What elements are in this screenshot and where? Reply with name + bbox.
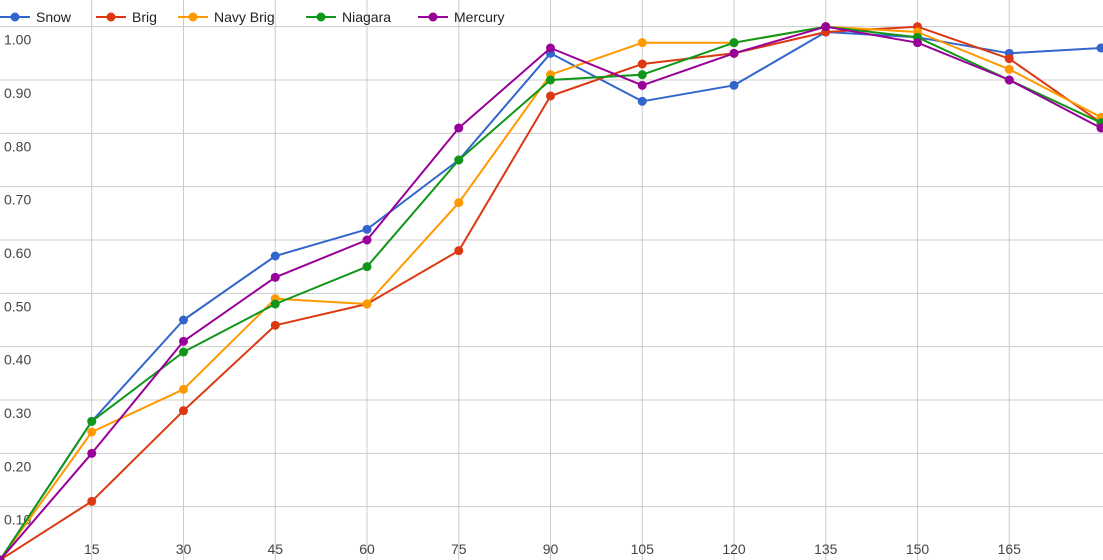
x-tick-label: 45 bbox=[267, 541, 283, 557]
data-point[interactable] bbox=[362, 235, 372, 245]
data-point[interactable] bbox=[637, 80, 647, 90]
legend-label: Mercury bbox=[454, 9, 505, 25]
data-point[interactable] bbox=[546, 43, 555, 53]
legend-label: Brig bbox=[132, 9, 157, 25]
data-point[interactable] bbox=[1096, 123, 1103, 133]
legend-swatch-dot bbox=[316, 12, 326, 22]
legend-label: Snow bbox=[36, 9, 72, 25]
legend-swatch-dot bbox=[428, 12, 438, 22]
legend-label: Navy Brig bbox=[214, 9, 275, 25]
data-point[interactable] bbox=[454, 246, 464, 256]
legend-item[interactable]: Niagara bbox=[306, 9, 391, 25]
data-point[interactable] bbox=[270, 251, 280, 261]
y-tick-label: 0.80 bbox=[4, 138, 31, 154]
y-tick-label: 0.50 bbox=[4, 298, 31, 314]
data-point[interactable] bbox=[87, 416, 97, 426]
data-point[interactable] bbox=[913, 38, 922, 48]
x-tick-label: 90 bbox=[543, 541, 559, 557]
legend-label: Niagara bbox=[342, 9, 391, 25]
y-tick-label: 1.00 bbox=[4, 32, 31, 48]
y-tick-label: 0.90 bbox=[4, 85, 31, 101]
series-niagara bbox=[0, 22, 1103, 560]
data-point[interactable] bbox=[637, 59, 647, 69]
data-point[interactable] bbox=[1096, 43, 1103, 53]
data-point[interactable] bbox=[546, 91, 555, 101]
data-point[interactable] bbox=[454, 155, 464, 165]
x-tick-label: 135 bbox=[814, 541, 838, 557]
legend-swatch-dot bbox=[10, 12, 20, 22]
series-brig bbox=[0, 22, 1103, 560]
data-point[interactable] bbox=[87, 496, 97, 506]
y-axis-tick-labels: 0.100.200.300.400.500.600.700.800.901.00 bbox=[4, 32, 31, 528]
data-point[interactable] bbox=[637, 38, 647, 48]
x-tick-label: 150 bbox=[906, 541, 930, 557]
data-point[interactable] bbox=[362, 299, 372, 309]
y-tick-label: 0.30 bbox=[4, 405, 31, 421]
data-point[interactable] bbox=[1004, 54, 1014, 64]
series-layer bbox=[0, 22, 1103, 560]
x-tick-label: 75 bbox=[451, 541, 467, 557]
x-axis-tick-labels: 15 30 45 60 75 90 105 120 135 150 165 bbox=[84, 541, 1021, 557]
data-point[interactable] bbox=[454, 198, 464, 208]
data-point[interactable] bbox=[179, 347, 188, 357]
data-point[interactable] bbox=[1004, 64, 1014, 74]
data-point[interactable] bbox=[729, 80, 739, 90]
x-tick-label: 15 bbox=[84, 541, 100, 557]
data-point[interactable] bbox=[546, 75, 555, 85]
data-point[interactable] bbox=[179, 406, 188, 416]
data-point[interactable] bbox=[0, 555, 5, 560]
data-point[interactable] bbox=[637, 70, 647, 80]
data-point[interactable] bbox=[179, 315, 188, 325]
x-tick-label: 60 bbox=[359, 541, 375, 557]
legend-item[interactable]: Brig bbox=[96, 9, 157, 25]
series-navy-brig bbox=[0, 22, 1103, 560]
legend-item[interactable]: Snow bbox=[0, 9, 72, 25]
data-point[interactable] bbox=[87, 427, 97, 437]
series-mercury bbox=[0, 22, 1103, 560]
y-tick-label: 0.60 bbox=[4, 245, 31, 261]
x-tick-label: 105 bbox=[631, 541, 655, 557]
data-point[interactable] bbox=[270, 320, 280, 330]
legend[interactable]: Snow Brig Navy Brig Niagara Mercury bbox=[0, 9, 505, 25]
data-point[interactable] bbox=[729, 38, 739, 48]
legend-item[interactable]: Mercury bbox=[418, 9, 505, 25]
x-tick-label: 165 bbox=[998, 541, 1022, 557]
legend-item[interactable]: Navy Brig bbox=[178, 9, 275, 25]
x-tick-label: 30 bbox=[176, 541, 192, 557]
legend-swatch-dot bbox=[188, 12, 198, 22]
data-point[interactable] bbox=[179, 336, 188, 346]
y-tick-label: 0.70 bbox=[4, 192, 31, 208]
data-point[interactable] bbox=[362, 262, 372, 272]
data-point[interactable] bbox=[179, 384, 188, 394]
data-point[interactable] bbox=[362, 224, 372, 234]
data-point[interactable] bbox=[729, 48, 739, 58]
data-point[interactable] bbox=[87, 448, 97, 458]
data-point[interactable] bbox=[270, 272, 280, 282]
data-point[interactable] bbox=[637, 96, 647, 106]
data-point[interactable] bbox=[454, 123, 464, 133]
y-tick-label: 0.40 bbox=[4, 352, 31, 368]
y-tick-label: 0.20 bbox=[4, 458, 31, 474]
data-point[interactable] bbox=[1004, 75, 1014, 85]
data-point[interactable] bbox=[821, 22, 831, 32]
legend-swatch-dot bbox=[106, 12, 116, 22]
data-point[interactable] bbox=[270, 299, 280, 309]
x-tick-label: 120 bbox=[722, 541, 746, 557]
